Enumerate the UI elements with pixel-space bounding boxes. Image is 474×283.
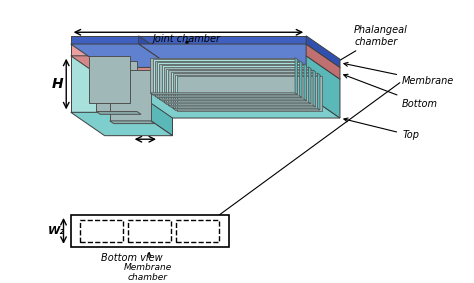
Polygon shape [306, 44, 340, 79]
Polygon shape [295, 57, 298, 95]
Polygon shape [157, 62, 302, 98]
Polygon shape [175, 75, 320, 110]
Polygon shape [71, 36, 139, 44]
Polygon shape [306, 56, 340, 118]
Polygon shape [177, 76, 322, 112]
Polygon shape [71, 56, 139, 112]
Polygon shape [171, 72, 316, 107]
Polygon shape [304, 64, 307, 101]
Polygon shape [300, 61, 302, 98]
Polygon shape [139, 44, 340, 67]
Polygon shape [306, 36, 340, 67]
Text: Top: Top [344, 118, 419, 140]
Polygon shape [139, 56, 306, 95]
Polygon shape [168, 70, 313, 105]
Polygon shape [89, 56, 129, 103]
Polygon shape [110, 70, 151, 121]
Text: Phalangeal
chamber: Phalangeal chamber [260, 25, 408, 108]
Polygon shape [139, 56, 340, 79]
Text: L: L [183, 40, 194, 57]
Polygon shape [110, 121, 155, 124]
Polygon shape [139, 36, 306, 44]
Polygon shape [139, 44, 173, 79]
Text: H: H [51, 77, 63, 91]
Polygon shape [153, 59, 298, 95]
Polygon shape [164, 102, 311, 104]
Polygon shape [164, 67, 309, 102]
Polygon shape [96, 112, 141, 114]
Text: Membrane: Membrane [344, 63, 455, 86]
Text: Bottom: Bottom [344, 74, 438, 109]
Polygon shape [318, 73, 320, 110]
Text: Membrane
chamber: Membrane chamber [124, 252, 172, 282]
FancyBboxPatch shape [71, 215, 229, 247]
Text: W₁: W₁ [137, 124, 154, 134]
Polygon shape [162, 65, 307, 101]
Polygon shape [71, 112, 173, 136]
Polygon shape [309, 67, 311, 104]
Polygon shape [168, 105, 316, 107]
Polygon shape [173, 73, 318, 108]
Text: Longitudinal
channel: Longitudinal channel [191, 63, 255, 99]
Polygon shape [96, 61, 137, 112]
Polygon shape [139, 95, 340, 118]
Polygon shape [150, 57, 295, 93]
Polygon shape [139, 44, 306, 56]
Text: W₂: W₂ [48, 226, 65, 236]
Polygon shape [71, 44, 173, 67]
Polygon shape [173, 108, 320, 110]
Polygon shape [139, 56, 173, 136]
Text: Joint chamber: Joint chamber [127, 33, 220, 115]
Polygon shape [71, 44, 139, 56]
Polygon shape [159, 64, 304, 99]
Polygon shape [159, 99, 307, 101]
Polygon shape [166, 68, 311, 104]
Polygon shape [150, 93, 298, 95]
Polygon shape [155, 96, 302, 98]
Text: Bottom view: Bottom view [101, 253, 163, 263]
Polygon shape [313, 70, 316, 107]
Polygon shape [139, 36, 173, 67]
Polygon shape [71, 56, 173, 79]
Polygon shape [155, 61, 300, 96]
